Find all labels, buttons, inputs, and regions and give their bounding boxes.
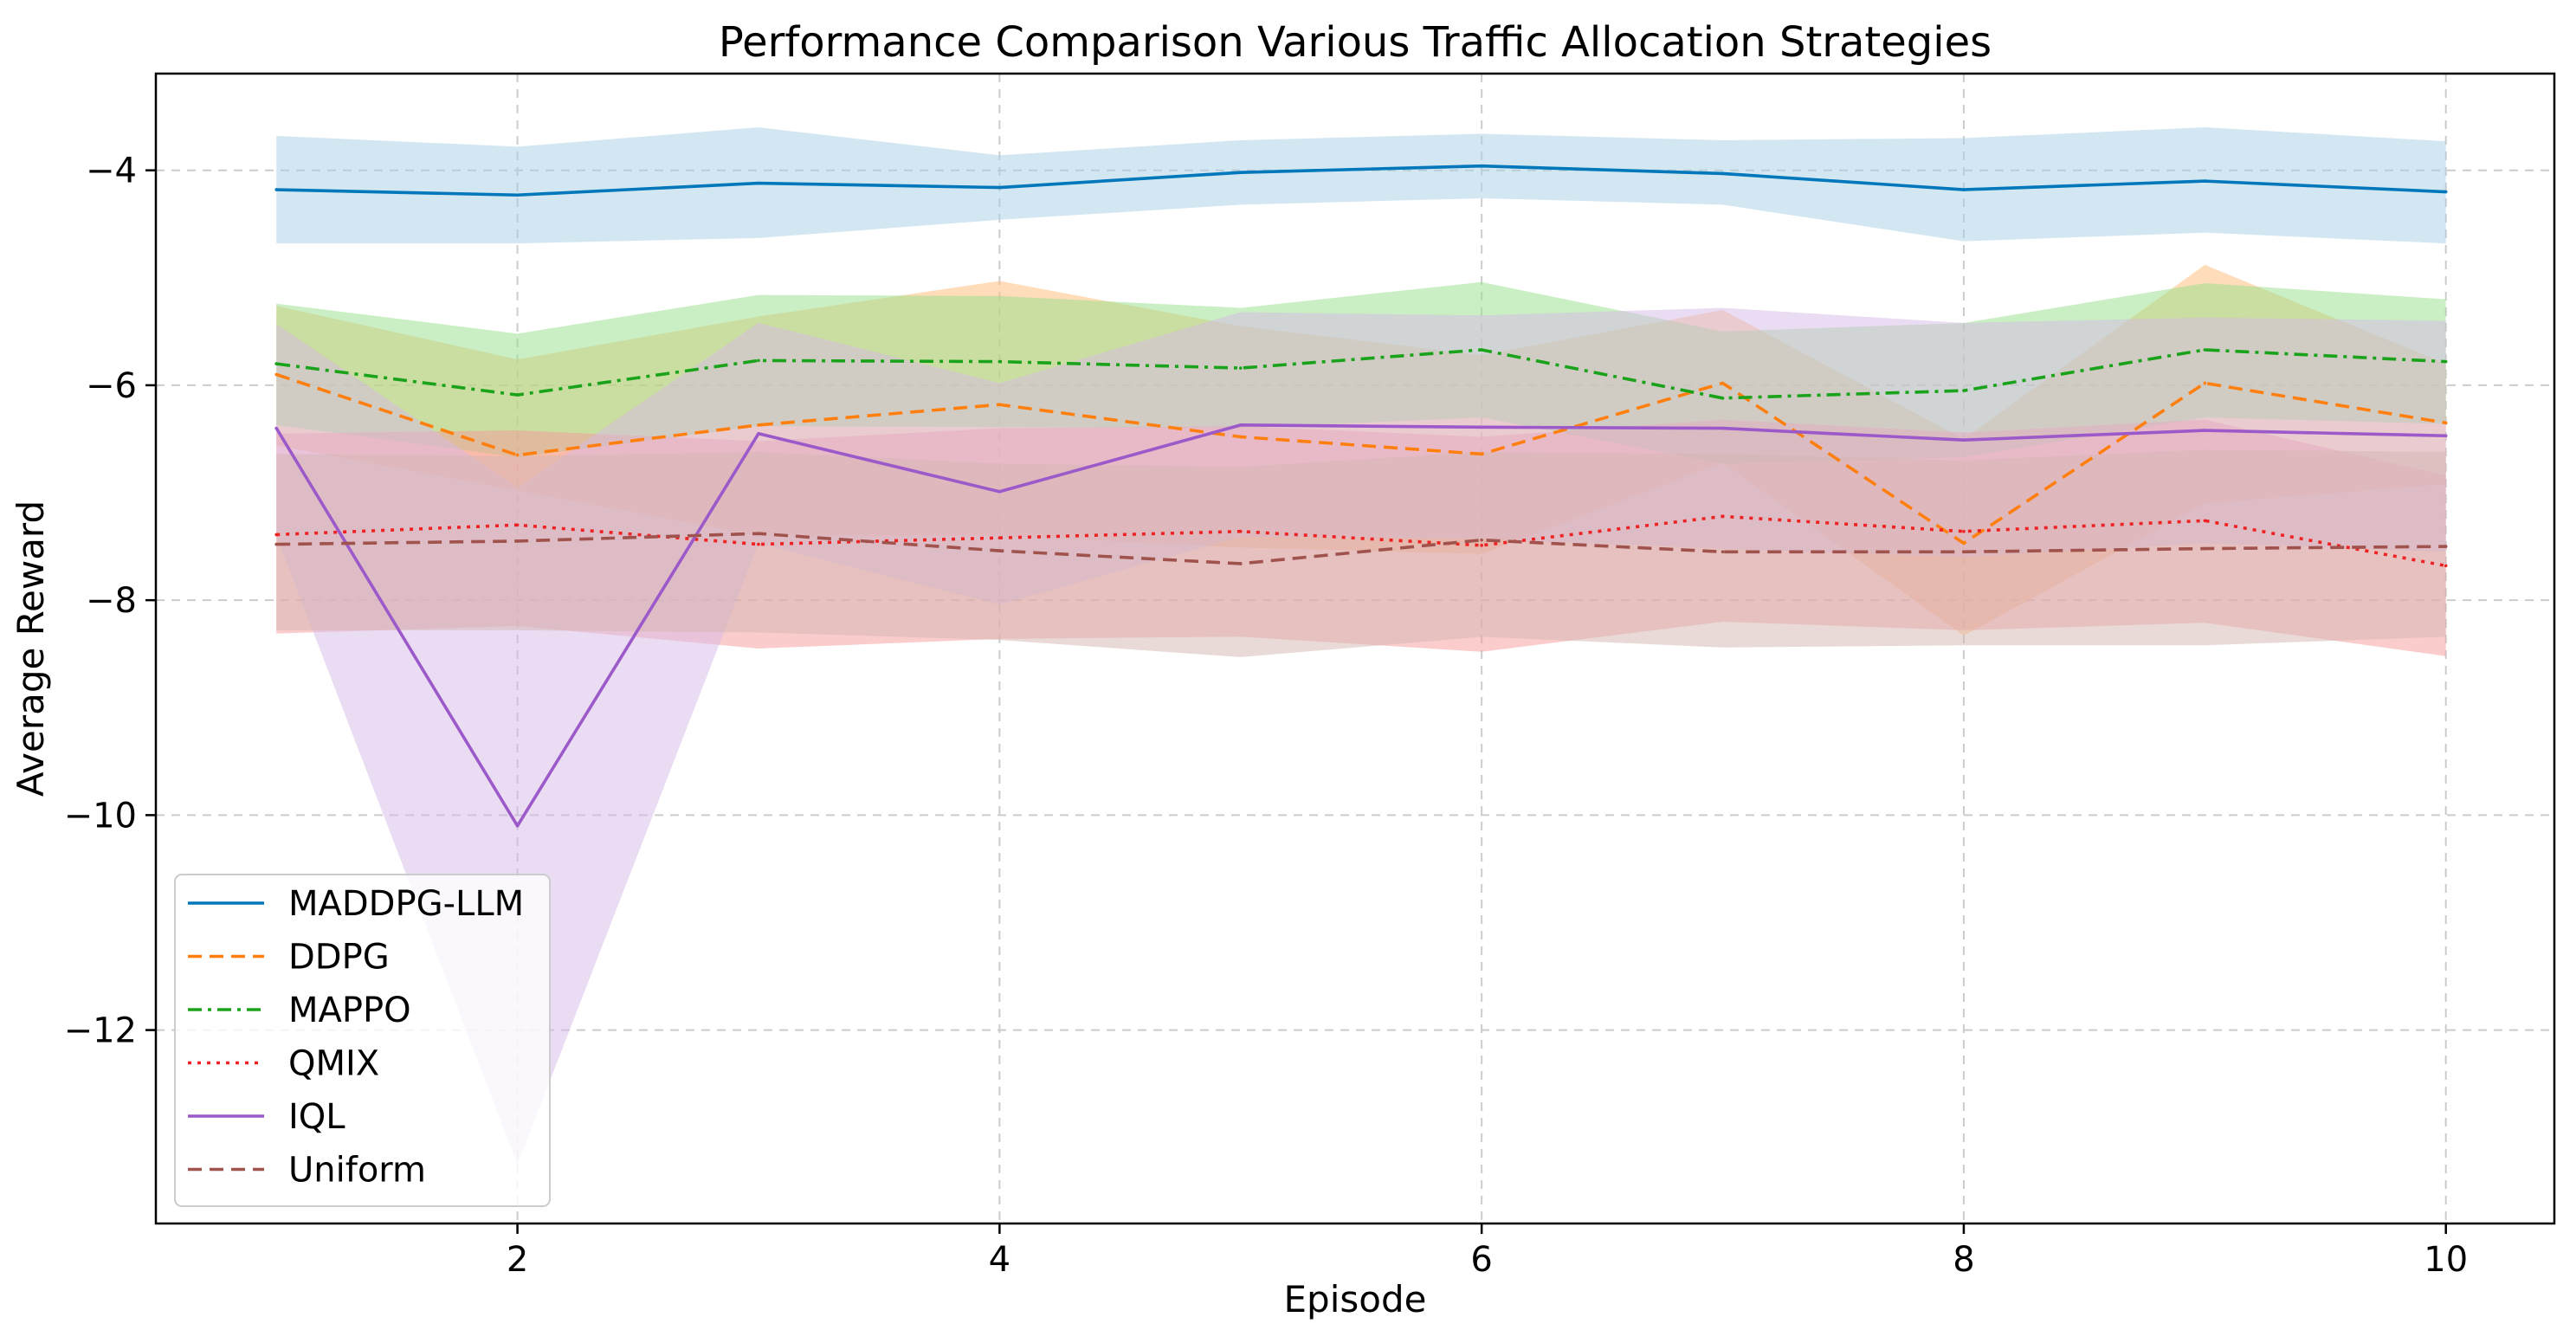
- point-maddpg-llm: [515, 193, 520, 197]
- point-iql: [997, 489, 1002, 494]
- x-tick-label: 4: [989, 1240, 1010, 1280]
- point-mappo: [2444, 359, 2448, 364]
- point-uniform: [997, 549, 1002, 552]
- point-iql: [2444, 434, 2448, 438]
- point-maddpg-llm: [1721, 171, 1725, 176]
- point-mappo: [2203, 348, 2207, 352]
- point-iql: [2203, 429, 2207, 432]
- x-tick-label: 6: [1470, 1240, 1492, 1280]
- y-tick-label: −6: [86, 366, 137, 406]
- x-axis-label: Episode: [1284, 1278, 1427, 1320]
- point-iql: [274, 426, 278, 430]
- point-qmix: [2444, 564, 2448, 568]
- plot-frame: [154, 72, 2556, 1225]
- point-uniform: [2203, 546, 2207, 551]
- point-maddpg-llm: [274, 188, 278, 191]
- series-lines: [274, 164, 2448, 828]
- legend-label-qmix: QMIX: [288, 1044, 379, 1084]
- point-mappo: [757, 358, 760, 363]
- line-qmix: [276, 514, 2447, 568]
- point-ddpg: [2203, 381, 2207, 385]
- point-maddpg-llm: [1238, 171, 1243, 174]
- point-maddpg-llm: [1962, 188, 1966, 191]
- band-uniform: [276, 449, 2446, 657]
- y-axis-label: Average Reward: [10, 500, 52, 797]
- point-uniform: [1480, 538, 1483, 542]
- point-uniform: [1962, 550, 1966, 554]
- legend-label-mappo: MAPPO: [288, 991, 411, 1030]
- point-ddpg: [1962, 541, 1966, 546]
- line-maddpg-llm: [276, 164, 2446, 197]
- x-tick-label: 8: [1953, 1240, 1974, 1280]
- point-maddpg-llm: [757, 181, 760, 185]
- point-uniform: [757, 532, 760, 535]
- chart-title: Performance Comparison Various Traffic A…: [719, 18, 1992, 67]
- y-tick-label: −4: [86, 152, 137, 191]
- point-qmix: [2203, 519, 2207, 523]
- point-mappo: [1721, 397, 1725, 400]
- point-ddpg: [1480, 452, 1483, 456]
- point-uniform: [1721, 550, 1725, 554]
- point-iql: [1480, 425, 1483, 429]
- legend-box: [174, 874, 551, 1207]
- point-maddpg-llm: [2444, 190, 2448, 194]
- point-maddpg-llm: [1480, 164, 1483, 168]
- point-qmix: [1962, 529, 1966, 533]
- point-uniform: [515, 539, 520, 543]
- point-qmix: [1238, 529, 1243, 533]
- legend-label-maddpg-llm: MADDPG-LLM: [288, 884, 524, 924]
- point-uniform: [2444, 545, 2448, 548]
- point-ddpg: [757, 423, 760, 427]
- legend-label-iql: IQL: [288, 1097, 345, 1137]
- point-mappo: [515, 393, 520, 397]
- line-iql: [274, 423, 2446, 828]
- point-qmix: [1480, 544, 1483, 547]
- y-tick-label: −10: [64, 796, 137, 836]
- point-qmix: [274, 533, 278, 537]
- point-ddpg: [1721, 381, 1725, 385]
- point-ddpg: [1238, 435, 1243, 439]
- line-mappo: [275, 348, 2446, 400]
- x-tick-label: 2: [507, 1240, 528, 1280]
- point-iql: [1721, 426, 1725, 430]
- point-ddpg: [2444, 421, 2448, 425]
- legend-label-uniform: Uniform: [288, 1151, 426, 1191]
- y-tick-label: −12: [64, 1011, 137, 1051]
- point-iql: [1238, 423, 1243, 427]
- point-mappo: [274, 362, 278, 365]
- point-mappo: [997, 359, 1002, 364]
- axis-ticks: 2 4 6 8 10 −4 −6 −8 −10 −12: [64, 152, 2469, 1280]
- point-ddpg: [515, 453, 520, 457]
- point-mappo: [1962, 389, 1966, 392]
- point-iql: [757, 431, 760, 436]
- point-uniform: [1238, 562, 1243, 565]
- line-uniform: [276, 532, 2446, 565]
- point-mappo: [1238, 366, 1243, 370]
- point-maddpg-llm: [2203, 179, 2207, 183]
- point-uniform: [274, 542, 278, 546]
- point-ddpg: [274, 372, 278, 377]
- point-qmix: [997, 536, 1002, 539]
- point-iql: [1962, 438, 1966, 442]
- y-tick-label: −8: [86, 581, 137, 621]
- line-ddpg: [275, 372, 2447, 546]
- point-qmix: [1721, 514, 1725, 519]
- point-mappo: [1480, 348, 1483, 352]
- legend: MADDPG-LLM DDPG MAPPO QMIX IQL Uniform: [174, 874, 551, 1207]
- point-ddpg: [997, 403, 1002, 407]
- band-maddpg-llm: [276, 127, 2446, 244]
- legend-label-ddpg: DDPG: [288, 938, 390, 978]
- point-iql: [515, 823, 520, 828]
- x-tick-label: 10: [2424, 1240, 2468, 1280]
- point-qmix: [757, 542, 760, 546]
- point-maddpg-llm: [997, 185, 1002, 190]
- point-qmix: [515, 523, 520, 527]
